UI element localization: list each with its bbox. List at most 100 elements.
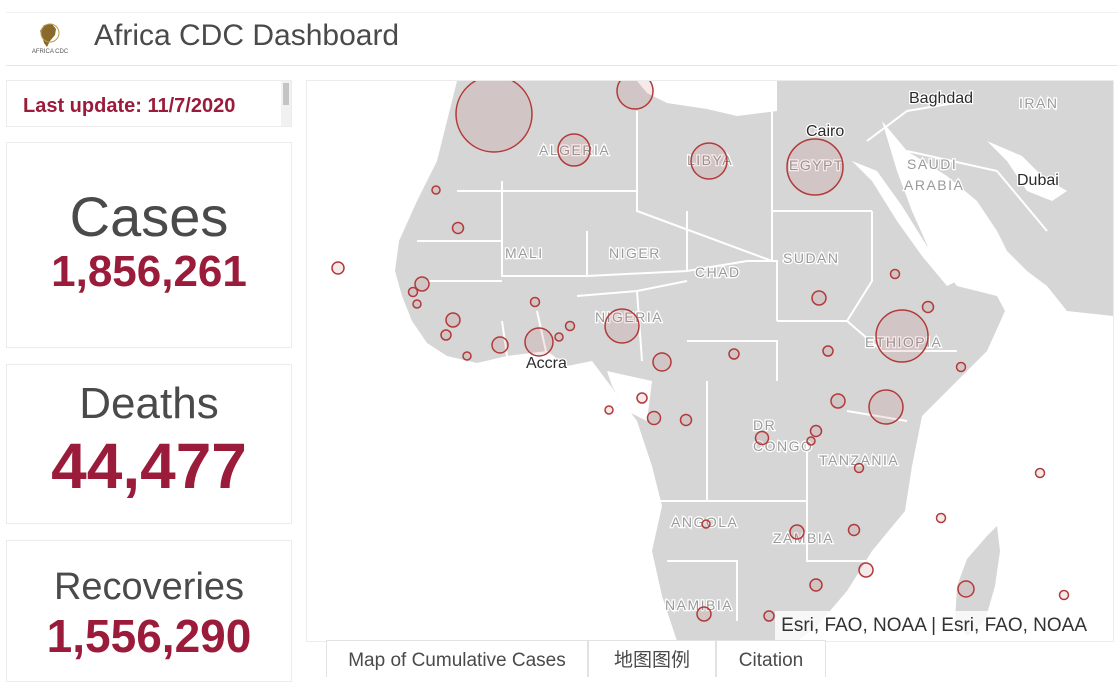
bubble-uganda [830,393,846,409]
bubble-liberia [462,351,472,361]
bubble-togo [554,332,564,342]
label-zambia: ZAMBIA [773,530,834,546]
bubble-south-sudan-north [811,290,827,306]
bubble-algeria [557,133,591,167]
label-dr: DR [753,417,776,433]
bubble-malawi [847,523,861,537]
bubble-equatorial-guinea [636,392,648,404]
map-canvas[interactable]: ALGERIA LIBYA EGYPT MALI NIGER CHAD SUDA… [307,81,1113,641]
africa-cdc-logo: AFRICA CDC [30,21,70,59]
bubble-zimbabwe [809,578,823,592]
cases-label: Cases [69,185,229,248]
scrollbar[interactable] [281,81,291,126]
mediterranean-inlet [637,81,777,116]
bubble-congo [679,413,693,427]
bubble-benin [564,320,576,332]
bubble-djibouti [921,300,935,314]
tab-map-legend[interactable]: 地图图例 [588,640,716,677]
map-view[interactable]: ALGERIA LIBYA EGYPT MALI NIGER CHAD SUDA… [306,80,1114,642]
map-attribution: Esri, FAO, NOAA | Esri, FAO, NOAA [775,611,1113,641]
label-namibia: NAMIBIA [665,597,733,613]
label-sudan: SUDAN [783,250,840,266]
bubble-mozambique [858,562,874,578]
country-borders [417,100,1048,621]
bubble-kenya [868,389,904,425]
deaths-value: 44,477 [51,430,247,502]
madagascar-landmass [955,526,1000,636]
label-cairo: Cairo [806,123,844,140]
red-sea [852,161,957,286]
gulf-of-guinea [607,371,652,421]
bubble-morocco [455,81,533,153]
bubble-angola [701,519,711,529]
label-ethiopia: ETHIOPIA [865,334,942,350]
recoveries-label: Recoveries [53,566,245,608]
bubble-rwanda [809,424,823,438]
last-update-text: Last update: 11/7/2020 [23,95,236,117]
bubble-tanzania [853,462,865,474]
bubble-burkina-faso [529,296,541,308]
scrollbar-thumb[interactable] [283,83,289,105]
last-update-panel: Last update: 11/7/2020 [6,80,292,127]
bubble-guinea-bissau [412,299,422,309]
bubble-nigeria [604,308,640,344]
label-niger: NIGER [609,245,661,261]
bubble-botswana [763,610,775,622]
bubble-dr-congo [754,430,770,446]
bubble-ghana [524,327,554,357]
label-mali: MALI [505,245,544,261]
bubble-namibia [696,606,712,622]
cases-card: Cases 1,856,261 [6,142,292,348]
label-algeria: ALGERIA [539,142,610,158]
bubble-gambia [407,286,419,298]
label-baghdad: Baghdad [909,90,973,107]
bubble-zambia [789,524,805,540]
bubble-somalia [955,361,967,373]
africa-landmass [395,81,1005,641]
bubble-cameroon [652,352,672,372]
deaths-card: Deaths 44,477 [6,364,292,524]
label-arabia: ARABIA [904,177,964,193]
label-egypt: EGYPT [789,157,844,173]
cases-value: 1,856,261 [51,247,247,296]
bubble-senegal [414,276,430,292]
label-chad: CHAD [695,264,741,280]
bubble-cote-divoire [491,336,509,354]
bubble-tunisia [616,81,654,110]
bubble-comoros [935,512,947,524]
middle-east-landmass [777,81,1113,316]
bubble-mauritius [1058,589,1070,601]
bubble-sierra-leone [440,329,452,341]
bubble-ethiopia [875,309,929,363]
bubble-car [728,348,740,360]
logo-text: AFRICA CDC [32,49,69,55]
label-angola: ANGOLA [671,514,738,530]
bubble-guinea [445,312,461,328]
bubble-cape-verde [331,261,345,275]
label-libya: LIBYA [687,152,733,168]
label-saudi: SAUDI [907,156,957,172]
bubble-south-sudan [822,345,834,357]
case-bubbles [331,81,1070,622]
label-dubai: Dubai [1017,172,1059,189]
label-accra: Accra [526,355,567,372]
tab-map-of-cumulative-cases[interactable]: Map of Cumulative Cases [326,640,588,677]
tab-citation[interactable]: Citation [716,640,826,677]
bubble-seychelles [1034,467,1046,479]
bubble-eritrea [889,268,901,280]
bubble-egypt [786,138,844,196]
page-title: Africa CDC Dashboard [94,19,400,52]
label-tanzania: TANZANIA [819,452,899,468]
bubble-burundi [806,436,816,446]
bubble-madagascar [957,580,975,598]
bubble-gabon [646,410,662,426]
bubble-sao-tome [604,405,614,415]
label-iran: IRAN [1019,95,1058,111]
recoveries-card: Recoveries 1,556,290 [6,540,292,682]
bubble-libya [690,142,728,180]
bubble-mauritania [451,221,465,235]
header-bar: AFRICA CDC Africa CDC Dashboard [6,12,1118,66]
deaths-label: Deaths [79,379,219,428]
recoveries-value: 1,556,290 [46,610,252,662]
persian-gulf [987,141,1067,201]
